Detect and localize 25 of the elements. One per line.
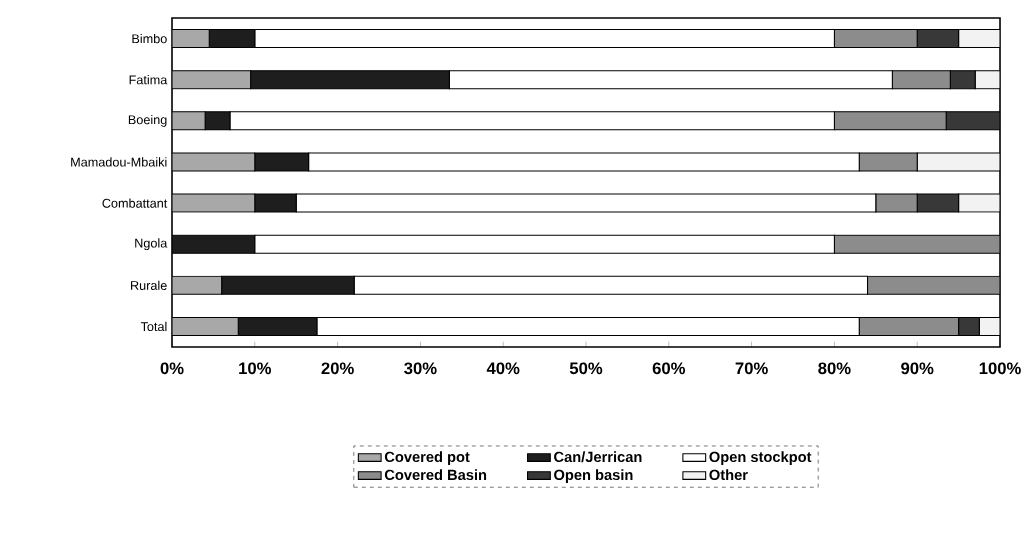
x-tick-label: 80% xyxy=(818,362,851,375)
legend-label: Open basin xyxy=(554,469,633,483)
x-tick-label: 0% xyxy=(160,362,184,375)
x-tick-label: 30% xyxy=(404,362,437,375)
legend-label: Other xyxy=(709,469,748,481)
x-tick-label: 20% xyxy=(321,362,354,375)
y-tick-label: Bimbo xyxy=(132,33,167,44)
legend-label: Covered Basin xyxy=(384,469,487,481)
y-tick-label: Fatima xyxy=(129,75,168,85)
legend-label: Can/Jerrican xyxy=(554,451,642,463)
y-tick-label: Rurale xyxy=(131,280,167,290)
y-tick-label: Mamadou-Mbaiki xyxy=(71,157,167,167)
y-tick-label: Total xyxy=(140,321,167,332)
y-tick-label: Boeing xyxy=(128,114,167,127)
x-tick-label: 50% xyxy=(569,362,603,375)
legend-label: Covered pot xyxy=(384,451,470,465)
legend-label: Open stockpot xyxy=(709,451,812,465)
x-tick-label: 60% xyxy=(652,362,686,375)
x-tick-label: 100% xyxy=(979,362,1021,375)
y-tick-label: Combattant xyxy=(102,198,168,208)
x-tick-label: 70% xyxy=(735,362,768,375)
x-tick-label: 10% xyxy=(239,362,272,375)
x-tick-label: 90% xyxy=(901,362,934,375)
y-tick-label: Ngola xyxy=(135,238,168,251)
x-tick-label: 40% xyxy=(486,362,520,375)
